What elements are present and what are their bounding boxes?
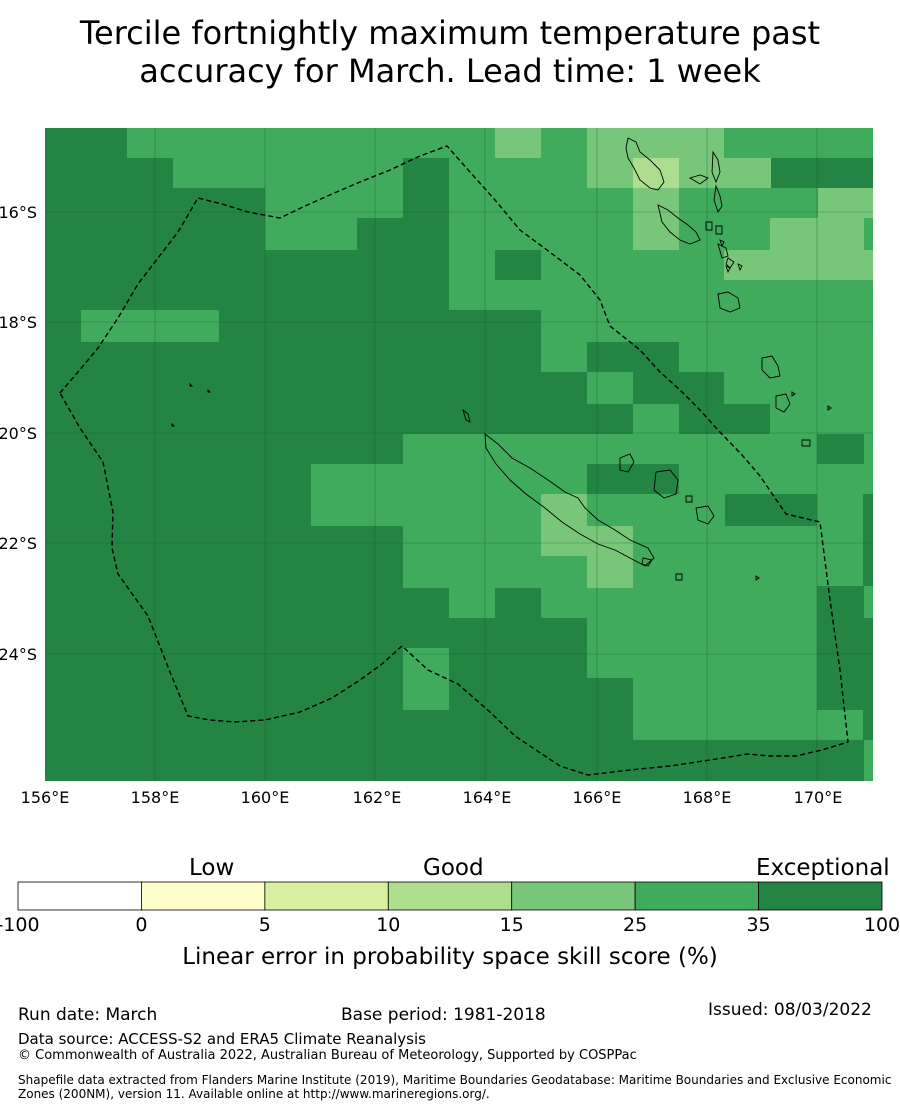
latitude-labels: 16°S 18°S 20°S 22°S 24°S xyxy=(0,203,37,664)
chesterfield-island-c xyxy=(171,422,176,427)
small-island-a xyxy=(737,263,743,272)
eez-boundary xyxy=(59,145,849,776)
small-island-d xyxy=(791,391,796,397)
small-island-b xyxy=(725,265,731,274)
lifou-island xyxy=(653,469,679,499)
colorbar-tick: -100 xyxy=(0,914,40,936)
aneityum-island xyxy=(801,439,811,447)
mare-island xyxy=(695,505,715,525)
legend-category-low: Low xyxy=(189,855,235,881)
colorbar-tick: 0 xyxy=(135,914,148,936)
colorbar-segment xyxy=(387,881,513,911)
matthew-island xyxy=(827,405,832,411)
ambrym-island xyxy=(705,221,713,231)
lon-label-170: 170°E xyxy=(794,788,843,807)
paama-island xyxy=(715,225,723,235)
small-island-c xyxy=(719,239,725,248)
lon-label-156: 156°E xyxy=(21,788,70,807)
legend-category-good: Good xyxy=(423,855,484,881)
lon-label-168: 168°E xyxy=(683,788,732,807)
lon-label-158: 158°E xyxy=(131,788,180,807)
issued-date: Issued: 08/03/2022 xyxy=(708,1000,872,1020)
lat-label-20: 20°S xyxy=(0,424,37,443)
chart-title: Tercile fortnightly maximum temperature … xyxy=(0,14,900,90)
tiga-island xyxy=(685,495,693,503)
isle-of-pines-island xyxy=(641,557,653,567)
colorbar-tick: 10 xyxy=(376,914,401,936)
lat-label-22: 22°S xyxy=(0,534,37,553)
map-area xyxy=(45,128,873,781)
longitude-labels: 156°E 158°E 160°E 162°E 164°E 166°E 168°… xyxy=(21,788,843,807)
pentecost-island xyxy=(713,184,723,214)
chesterfield-island-b xyxy=(207,388,212,393)
colorbar-segment xyxy=(17,881,142,911)
skill-cells-10-15 xyxy=(633,158,679,188)
belep-islands xyxy=(462,408,471,423)
colorbar-tick: 100 xyxy=(863,914,900,936)
lon-label-164: 164°E xyxy=(463,788,512,807)
colorbar-tick: 35 xyxy=(746,914,771,936)
lon-label-162: 162°E xyxy=(353,788,402,807)
title-line-1: Tercile fortnightly maximum temperature … xyxy=(79,14,821,52)
colorbar-tick: 25 xyxy=(623,914,648,936)
colorbar-segment xyxy=(634,881,759,911)
espiritu-santo-island xyxy=(625,137,665,191)
colorbar-segment xyxy=(141,881,266,911)
malakula-island xyxy=(657,204,701,245)
colorbar xyxy=(17,881,883,911)
epi-island xyxy=(717,243,729,259)
shapefile-credit: Shapefile data extracted from Flanders M… xyxy=(18,1073,892,1101)
lon-label-166: 166°E xyxy=(573,788,622,807)
colorbar-tick: 15 xyxy=(499,914,524,936)
hunter-island xyxy=(755,575,760,581)
colorbar-label: Linear error in probability space skill … xyxy=(182,944,718,970)
colorbar-segment xyxy=(264,881,389,911)
ambae-island xyxy=(688,174,709,185)
lat-label-16: 16°S xyxy=(0,203,37,222)
lon-label-160: 160°E xyxy=(241,788,290,807)
copyright: © Commonwealth of Australia 2022, Austra… xyxy=(18,1048,637,1063)
chesterfield-island-a xyxy=(189,382,194,387)
data-source: Data source: ACCESS-S2 and ERA5 Climate … xyxy=(18,1030,426,1048)
legend-category-exceptional: Exceptional xyxy=(756,855,890,881)
efate-island xyxy=(717,291,741,313)
tanna-island xyxy=(775,393,791,413)
run-date: Run date: March xyxy=(18,1005,158,1025)
walpole-island xyxy=(675,573,683,581)
erromango-island xyxy=(761,355,781,379)
coastlines xyxy=(171,137,832,581)
graticule xyxy=(45,128,873,781)
maewo-island xyxy=(711,150,721,184)
colorbar-segment xyxy=(511,881,636,911)
base-period: Base period: 1981-2018 xyxy=(341,1005,546,1025)
lat-label-24: 24°S xyxy=(0,645,37,664)
colorbar-tick: 5 xyxy=(258,914,271,936)
ouvea-island xyxy=(619,453,635,473)
title-line-2: accuracy for March. Lead time: 1 week xyxy=(139,52,761,90)
new-caledonia-island xyxy=(484,433,655,567)
lat-label-18: 18°S xyxy=(0,313,37,332)
colorbar-segment xyxy=(758,881,883,911)
